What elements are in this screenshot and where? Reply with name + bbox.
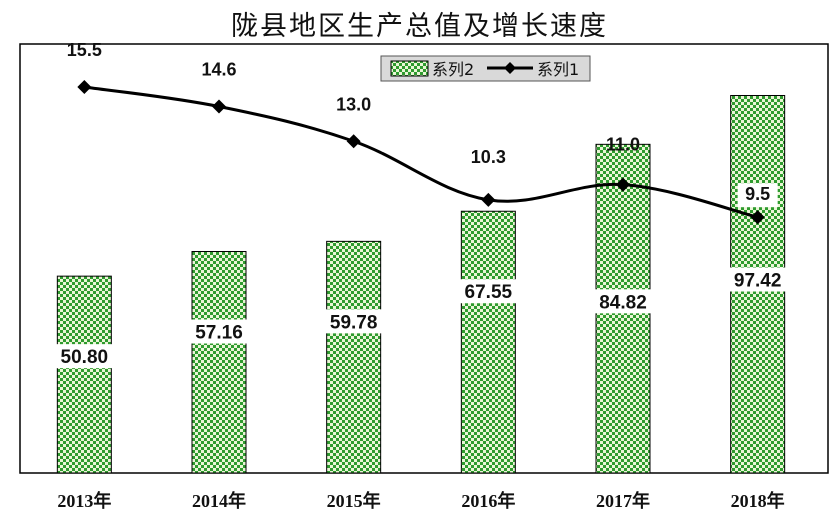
bar-1 bbox=[191, 251, 247, 474]
bar-0 bbox=[56, 275, 112, 474]
chart-title: 陇县地区生产总值及增长速度 bbox=[231, 11, 608, 42]
series1-point-0 bbox=[77, 80, 92, 94]
x-tick-4: 2017年 bbox=[596, 490, 650, 511]
x-ticks: 2013年 2014年 2015年 2016年 2017年 2018年 bbox=[57, 490, 784, 511]
series1-point-2 bbox=[346, 134, 361, 149]
bar-label-bg-4 bbox=[593, 289, 653, 314]
series1-point-5 bbox=[750, 210, 765, 225]
labels-layer: 50.80 57.16 59.78 67.55 84.82 97.42 15.5 14.6 13… bbox=[54, 40, 788, 369]
x-tick-0: 2013年 bbox=[57, 490, 111, 511]
x-tick-3: 2016年 bbox=[461, 490, 515, 511]
x-tick-1: 2014年 bbox=[192, 490, 246, 511]
line-label-1: 14.6 bbox=[201, 60, 236, 80]
line-label-bg-5 bbox=[737, 183, 778, 208]
plot-area bbox=[19, 43, 829, 474]
bar-3 bbox=[460, 210, 516, 474]
bar-label-bg-3 bbox=[458, 279, 519, 304]
series1-point-3 bbox=[481, 192, 496, 207]
bar-label-bg-2 bbox=[323, 309, 384, 334]
series1-point-4 bbox=[616, 177, 630, 192]
line-label-3: 10.3 bbox=[471, 147, 506, 167]
bar-label-bg-0 bbox=[54, 344, 115, 369]
bar-label-0: 50.80 bbox=[61, 347, 109, 368]
line-layer bbox=[77, 80, 765, 225]
x-tick-2: 2015年 bbox=[327, 490, 381, 511]
line-label-5: 9.5 bbox=[745, 184, 770, 204]
line-label-4: 11.0 bbox=[606, 135, 640, 155]
bar-label-5: 97.42 bbox=[734, 270, 782, 291]
legend-label-series2: 系列2 bbox=[432, 60, 474, 79]
legend-box bbox=[380, 55, 591, 82]
line-label-0: 15.5 bbox=[67, 40, 102, 60]
series1-line bbox=[84, 85, 759, 219]
bar-2 bbox=[326, 240, 382, 474]
legend: 系列2 系列1 bbox=[380, 55, 591, 82]
bar-label-bg-5 bbox=[727, 267, 788, 292]
legend-marker-series1 bbox=[504, 62, 516, 74]
legend-label-series1: 系列1 bbox=[537, 60, 579, 79]
bar-label-3: 67.55 bbox=[465, 282, 513, 303]
series1-point-1 bbox=[212, 99, 226, 114]
bar-label-4: 84.82 bbox=[599, 292, 647, 313]
x-tick-5: 2018年 bbox=[731, 490, 785, 511]
legend-swatch-series2 bbox=[390, 60, 429, 77]
bar-label-1: 57.16 bbox=[195, 323, 243, 344]
bar-label-2: 59.78 bbox=[330, 312, 378, 333]
bar-label-bg-1 bbox=[189, 319, 249, 344]
line-label-2: 13.0 bbox=[336, 94, 371, 114]
